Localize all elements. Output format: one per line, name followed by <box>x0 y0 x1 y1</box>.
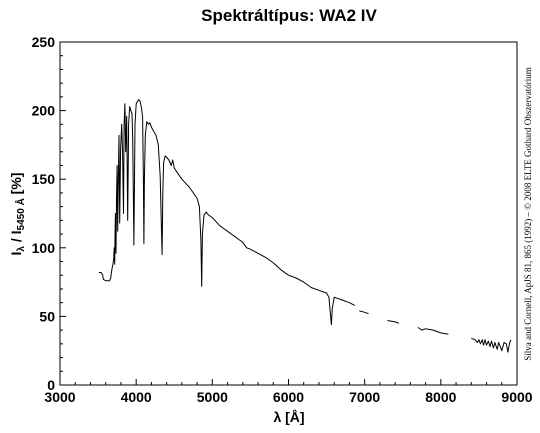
y-label-end: [%] <box>8 173 24 199</box>
y-axis: 0 50 100 150 200 250 <box>32 34 66 393</box>
x-tick-label: 3000 <box>44 389 75 405</box>
series-group <box>98 99 512 353</box>
x-tick-label: 6000 <box>273 389 304 405</box>
y-label-sub2: 5450 Å <box>14 198 27 230</box>
x-tick-label: 4000 <box>121 389 152 405</box>
y-label-sub1: λ <box>16 246 27 252</box>
x-axis: 3000 4000 5000 6000 7000 8000 9000 <box>44 379 533 405</box>
y-tick-label: 0 <box>47 377 55 393</box>
y-label-mid: / I <box>8 230 24 246</box>
credit-text: Silva and Cornell, ApJS 81, 865 (1992) –… <box>523 67 533 360</box>
spectrum-line <box>359 310 369 315</box>
x-axis-label: λ [Å] <box>273 409 304 425</box>
y-tick-label: 200 <box>32 103 56 119</box>
y-tick-label: 50 <box>39 308 55 324</box>
plot-frame <box>59 41 518 386</box>
x-tick-label: 8000 <box>425 389 456 405</box>
y-tick-label: 150 <box>32 171 56 187</box>
y-tick-label: 250 <box>32 34 56 50</box>
spectrum-line <box>98 99 356 326</box>
spectrum-line <box>387 320 400 324</box>
x-tick-label: 9000 <box>501 389 532 405</box>
y-tick-label: 100 <box>32 240 56 256</box>
chart-title: Spektráltípus: WA2 IV <box>201 6 377 25</box>
x-tick-label: 7000 <box>349 389 380 405</box>
y-label-main: I <box>8 252 24 256</box>
spectrum-line <box>471 337 512 353</box>
spectrum-line <box>417 326 449 335</box>
x-tick-label: 5000 <box>197 389 228 405</box>
y-axis-label: Iλ / I5450 Å [%] <box>8 173 27 256</box>
